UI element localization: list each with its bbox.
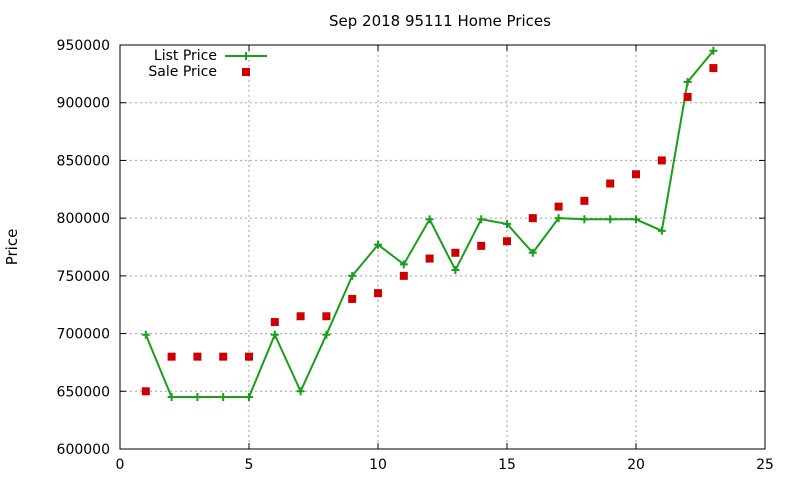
y-tick-label: 900000 xyxy=(57,96,110,112)
data-point-sale-price xyxy=(374,289,382,298)
data-point-sale-price xyxy=(632,170,640,179)
y-tick-label: 600000 xyxy=(57,442,110,458)
data-point-list-price xyxy=(503,219,511,228)
data-point-list-price xyxy=(683,77,692,86)
data-point-sale-price xyxy=(554,202,563,211)
data-point-sale-price xyxy=(683,92,692,101)
x-tick-label: 15 xyxy=(498,457,516,473)
data-point-list-price xyxy=(322,330,331,339)
y-tick-label: 650000 xyxy=(57,384,110,400)
y-tick-label: 850000 xyxy=(57,153,110,169)
data-point-sale-price xyxy=(245,352,253,361)
data-point-sale-price xyxy=(348,294,357,303)
data-point-list-price xyxy=(399,260,408,269)
data-point-sale-price xyxy=(657,156,666,165)
data-point-sale-price xyxy=(167,352,176,361)
data-point-list-price xyxy=(245,393,253,402)
y-tick-label: 700000 xyxy=(57,327,110,343)
data-point-list-price xyxy=(374,240,382,249)
legend-marker-sale-price xyxy=(242,68,250,76)
data-point-sale-price xyxy=(425,254,434,263)
data-point-list-price xyxy=(606,215,615,224)
data-point-list-price xyxy=(580,215,589,224)
plot-frame xyxy=(119,44,766,450)
y-axis-label: Price xyxy=(3,229,21,266)
data-point-list-price xyxy=(554,214,563,223)
data-point-sale-price xyxy=(606,179,615,188)
data-point-sale-price xyxy=(270,318,279,327)
data-point-list-price xyxy=(657,226,666,235)
data-point-list-price xyxy=(425,215,434,224)
chart-title: Sep 2018 95111 Home Prices xyxy=(329,12,551,30)
data-point-sale-price xyxy=(477,241,486,250)
axis-ticks: 0 5 10 15 20 25 600000 650000 700000 750000 800000… xyxy=(57,38,774,473)
x-tick-label: 5 xyxy=(245,457,254,473)
data-point-sale-price xyxy=(503,237,511,246)
data-point-list-price xyxy=(219,393,228,402)
data-point-list-price xyxy=(477,215,486,224)
data-point-sale-price xyxy=(296,312,305,321)
legend-label-sale-price: Sale Price xyxy=(148,64,217,80)
data-point-list-price xyxy=(270,330,279,339)
legend-label-list-price: List Price xyxy=(154,48,217,64)
data-point-list-price xyxy=(528,248,537,257)
data-point-sale-price xyxy=(399,271,408,280)
data-point-sale-price xyxy=(141,387,150,396)
x-tick-label: 0 xyxy=(116,457,125,473)
data-point-list-price xyxy=(451,266,460,275)
data-point-list-price xyxy=(632,215,640,224)
data-point-list-price xyxy=(141,330,150,339)
data-point-list-price xyxy=(167,393,176,402)
y-tick-label: 800000 xyxy=(57,211,110,227)
x-tick-label: 20 xyxy=(627,457,645,473)
data-point-list-price xyxy=(709,46,718,55)
data-point-sale-price xyxy=(451,248,460,257)
data-point-sale-price xyxy=(709,64,718,73)
series-layer xyxy=(141,46,718,402)
data-point-sale-price xyxy=(580,196,589,205)
x-tick-label: 10 xyxy=(369,457,387,473)
data-point-list-price xyxy=(193,393,202,402)
data-point-sale-price xyxy=(322,312,331,321)
y-tick-label: 950000 xyxy=(57,38,110,54)
data-point-sale-price xyxy=(528,214,537,223)
grid-lines xyxy=(120,45,765,449)
data-point-list-price xyxy=(296,387,305,396)
data-point-sale-price xyxy=(219,352,228,361)
data-point-sale-price xyxy=(193,352,202,361)
x-tick-label: 25 xyxy=(756,457,774,473)
y-tick-label: 750000 xyxy=(57,269,110,285)
data-point-list-price xyxy=(348,271,357,280)
